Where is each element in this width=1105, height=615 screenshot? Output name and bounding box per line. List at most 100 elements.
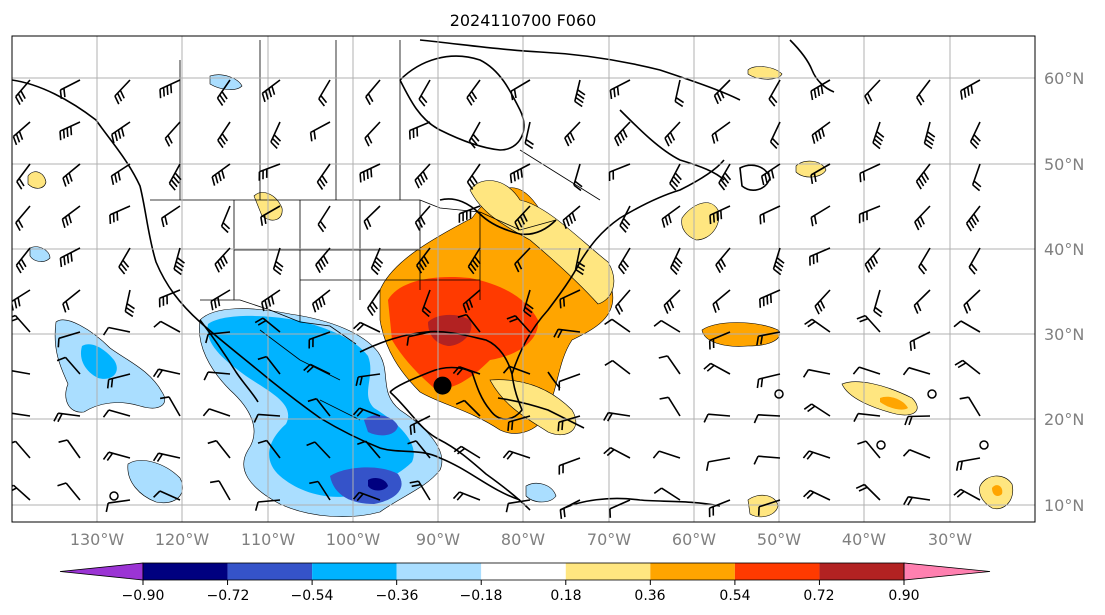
wind-barb — [903, 496, 931, 506]
wind-barb — [111, 121, 131, 144]
wind-barb — [355, 373, 381, 386]
hudson-bay — [399, 55, 525, 151]
wind-barb — [953, 488, 981, 501]
wind-barb — [955, 457, 981, 471]
wind-barb — [272, 247, 284, 276]
wind-barb — [564, 121, 581, 147]
wind-barb — [713, 79, 731, 105]
colorbar-segment — [734, 563, 820, 580]
lat-label: 30°N — [1044, 325, 1084, 344]
wind-barb — [455, 399, 481, 417]
wind-barb — [502, 450, 531, 460]
wind-barb — [562, 205, 581, 229]
wind-barb — [158, 289, 181, 308]
wind-barb — [959, 396, 981, 417]
wind-barb — [614, 289, 631, 315]
wind-barb — [53, 412, 81, 423]
wind-barb — [309, 121, 331, 142]
station-circle — [876, 440, 886, 450]
wind-barb — [768, 79, 781, 107]
wind-barb — [918, 247, 931, 275]
wind-barb — [902, 366, 931, 376]
pacific-anomaly-inner — [80, 344, 117, 379]
mexico-anomaly — [207, 315, 414, 497]
lon-label: 60°W — [672, 530, 716, 549]
wind-barb — [909, 331, 931, 351]
caribbean-anomaly-core — [368, 478, 388, 491]
north-america-west-coast — [12, 79, 521, 501]
wind-barb — [110, 163, 131, 185]
wind-barb — [164, 121, 181, 147]
wind-barb — [203, 371, 231, 381]
wind-barb — [152, 368, 181, 379]
wind-barb — [452, 491, 481, 501]
labrador — [619, 109, 725, 181]
wind-barb — [712, 289, 731, 313]
wind-barb — [12, 412, 31, 417]
wind-barb — [653, 487, 681, 501]
wind-barb — [220, 205, 231, 234]
wind-barb — [759, 205, 781, 225]
wind-barb — [352, 407, 381, 417]
station-circle — [979, 440, 989, 450]
colorbar-segment — [396, 563, 482, 580]
lon-label: 120°W — [155, 530, 210, 549]
colorbar-segment — [481, 563, 566, 580]
florida-yellow-fringe — [489, 379, 577, 436]
wind-barb — [59, 121, 81, 141]
wind-barb — [858, 205, 881, 224]
colorbar-tick-labels: −0.90 −0.72 −0.54 −0.36 −0.18 0.18 0.36 … — [122, 588, 920, 604]
wind-barb — [458, 205, 481, 223]
wind-barb — [457, 313, 481, 333]
station-circle — [109, 491, 119, 501]
atlantic-anomaly-24n-core — [880, 396, 908, 410]
wind-barb — [270, 121, 282, 149]
wind-barb — [205, 331, 231, 344]
atlantic-anomaly-62n — [747, 66, 783, 80]
wind-barb — [753, 455, 781, 465]
wind-barb — [12, 121, 31, 146]
colorbar-extend-low — [59, 562, 144, 581]
caribbean-anomaly — [330, 467, 402, 504]
wind-barb — [414, 163, 431, 189]
wind-barb — [804, 318, 831, 333]
wind-barb — [261, 79, 281, 103]
wind-barb — [357, 440, 381, 459]
wind-barb — [62, 289, 81, 313]
wind-barb — [462, 289, 481, 314]
wind-barb — [364, 121, 381, 147]
wind-barb — [916, 79, 931, 106]
wind-barb — [803, 403, 831, 417]
station-circle — [774, 389, 784, 399]
us-mexico-border — [200, 299, 357, 345]
wind-barb — [58, 439, 81, 459]
wind-barb — [363, 205, 381, 230]
wind-barb — [553, 328, 581, 339]
wind-barb — [852, 366, 881, 375]
wind-barb — [102, 409, 131, 418]
pacific-anomaly-nw — [29, 246, 51, 262]
wind-barb — [257, 439, 281, 459]
wind-barb — [214, 247, 231, 273]
wind-barb — [514, 247, 531, 273]
wind-barb — [421, 289, 432, 318]
wind-barb — [414, 205, 431, 231]
wind-barb — [756, 373, 781, 389]
wind-barb — [453, 445, 481, 459]
wind-barb — [12, 440, 31, 459]
wind-barb — [370, 247, 384, 276]
colorbar-segment — [312, 563, 397, 580]
wind-barb — [118, 247, 131, 275]
wind-barb — [658, 355, 681, 375]
wind-barb — [168, 163, 182, 191]
wind-barb — [254, 499, 281, 511]
wind-barb — [971, 163, 982, 192]
map-title: 2024110700 F060 — [450, 11, 597, 30]
colorbar-segment — [650, 563, 735, 580]
wind-barb — [756, 331, 781, 346]
wind-barb — [258, 163, 281, 181]
wind-barb — [308, 331, 331, 349]
wind-barb — [416, 247, 431, 274]
wind-barb — [210, 289, 231, 311]
wind-barb — [12, 484, 31, 501]
